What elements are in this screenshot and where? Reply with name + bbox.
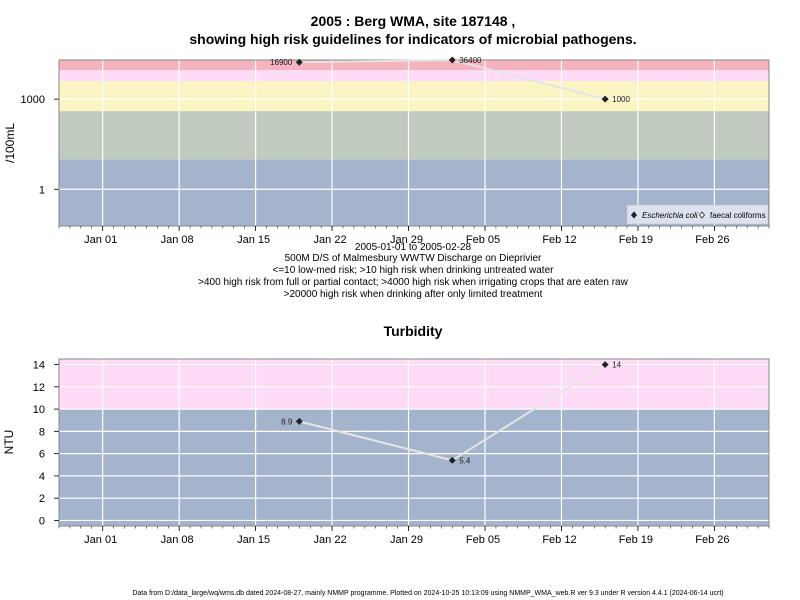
y-axis-label: /100mL bbox=[3, 123, 17, 163]
x-tick-label: Jan 22 bbox=[314, 534, 347, 546]
y-tick-label: 1000 bbox=[21, 94, 45, 106]
y-tick-label: 0 bbox=[39, 515, 45, 527]
data-point bbox=[448, 56, 456, 64]
chart-title-line1: 2005 : Berg WMA, site 187148 , bbox=[311, 13, 516, 29]
site-description-note: 500M D/S of Malmesbury WWTW Discharge on… bbox=[285, 253, 542, 264]
legend-box bbox=[626, 204, 769, 225]
data-label: 8.9 bbox=[281, 417, 293, 426]
risk-bands bbox=[59, 359, 769, 526]
data-label: 1000 bbox=[612, 95, 630, 104]
x-axis-ticks: Jan 01 Jan 08 Jan 15 Jan 22 Jan 29 Feb 05 Feb … bbox=[58, 526, 770, 546]
y-tick-label: 12 bbox=[33, 382, 45, 394]
y-tick-label: 10 bbox=[33, 404, 45, 416]
x-tick-label: Jan 01 bbox=[84, 534, 117, 546]
date-range-note: 2005-01-01 to 2005-02-28 bbox=[355, 242, 472, 253]
ecoli-panel: 2005 : Berg WMA, site 187148 , showing h… bbox=[3, 13, 770, 300]
risk-band bbox=[59, 409, 769, 526]
data-point bbox=[601, 361, 609, 369]
data-label: 36400 bbox=[459, 56, 482, 65]
data-label: 5.4 bbox=[459, 456, 471, 465]
data-label: 14 bbox=[612, 361, 621, 370]
y-tick-label: 14 bbox=[33, 360, 45, 372]
y-axis-ticks: 1 1000 bbox=[21, 94, 59, 196]
x-tick-label: Feb 19 bbox=[619, 234, 653, 246]
legend-entry-faecal: faecal coliforms bbox=[710, 211, 766, 220]
data-point bbox=[295, 417, 303, 425]
data-series: 8.9 5.4 14 bbox=[281, 361, 621, 466]
guideline-note-3: >20000 high risk when drinking after onl… bbox=[284, 289, 543, 300]
y-tick-label: 6 bbox=[39, 449, 45, 461]
data-series: 16900 36400 1000 bbox=[270, 56, 630, 104]
x-tick-label: Jan 15 bbox=[237, 534, 270, 546]
x-tick-label: Jan 08 bbox=[161, 534, 194, 546]
x-tick-label: Feb 12 bbox=[542, 534, 576, 546]
risk-bands bbox=[59, 60, 769, 226]
x-axis-ticks: Jan 01 Jan 08 Jan 15 Jan 22 Jan 29 Feb 05 Feb … bbox=[58, 226, 770, 246]
x-tick-label: Jan 29 bbox=[390, 234, 423, 246]
legend-entry-ecoli: Escherichia coli bbox=[642, 211, 698, 220]
guideline-note-1: <=10 low-med risk; >10 high risk when dr… bbox=[273, 265, 555, 276]
data-label: 16900 bbox=[270, 58, 293, 67]
x-tick-label: Feb 05 bbox=[466, 534, 500, 546]
legend-marker-ecoli bbox=[630, 211, 638, 219]
x-tick-label: Feb 12 bbox=[542, 234, 576, 246]
x-tick-label: Feb 26 bbox=[695, 234, 729, 246]
x-tick-label: Jan 15 bbox=[237, 234, 270, 246]
plot-frame bbox=[58, 358, 770, 527]
x-tick-label: Jan 29 bbox=[390, 534, 423, 546]
data-point bbox=[448, 456, 456, 464]
y-axis-label: NTU bbox=[2, 430, 16, 455]
x-tick-label: Feb 26 bbox=[695, 534, 729, 546]
y-tick-label: 1 bbox=[39, 184, 45, 196]
risk-band bbox=[59, 111, 769, 160]
x-tick-label: Jan 22 bbox=[314, 234, 347, 246]
risk-band bbox=[59, 81, 769, 112]
legend: Escherichia coli faecal coliforms bbox=[626, 204, 769, 225]
turbidity-title: Turbidity bbox=[384, 323, 443, 339]
legend-marker-faecal bbox=[698, 211, 706, 219]
risk-band bbox=[59, 60, 769, 70]
y-tick-label: 4 bbox=[39, 471, 45, 483]
risk-band bbox=[59, 359, 769, 410]
x-tick-label: Feb 05 bbox=[466, 234, 500, 246]
grid-lines bbox=[59, 359, 769, 526]
data-point bbox=[601, 95, 609, 103]
y-tick-label: 2 bbox=[39, 493, 45, 505]
x-tick-label: Jan 01 bbox=[84, 234, 117, 246]
chart-notes: 2005-01-01 to 2005-02-28 500M D/S of Mal… bbox=[198, 242, 628, 300]
y-axis-ticks: 0 2 4 6 8 10 12 14 bbox=[33, 360, 59, 527]
chart-title-line2: showing high risk guidelines for indicat… bbox=[189, 31, 636, 47]
guideline-note-2: >400 high risk from full or partial cont… bbox=[198, 277, 628, 288]
footer-note: Data from D:/data_large/wq/wms.db dated … bbox=[132, 590, 723, 597]
x-tick-label: Feb 19 bbox=[619, 534, 653, 546]
data-point bbox=[295, 58, 303, 66]
y-tick-label: 8 bbox=[39, 426, 45, 438]
x-tick-label: Jan 08 bbox=[161, 234, 194, 246]
turbidity-panel: Turbidity 0 2 4 6 8 10 12 14 Jan 01 Jan 08 Jan 15… bbox=[2, 323, 770, 546]
